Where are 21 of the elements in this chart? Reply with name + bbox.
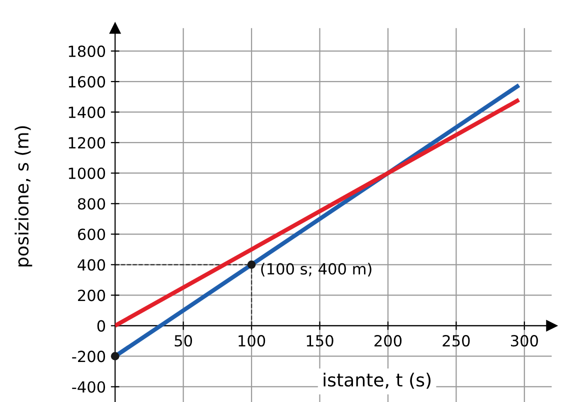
y-tick-label: 1000 xyxy=(68,168,106,180)
y-axis-title: posizione, s (m) xyxy=(14,126,32,266)
x-tick-label: 250 xyxy=(442,335,470,347)
x-tick-label: 200 xyxy=(374,335,402,347)
y-tick-label: 1200 xyxy=(68,137,106,149)
x-tick-label: 300 xyxy=(510,335,538,347)
x-tick-label: 100 xyxy=(238,335,266,347)
x-axis-title: istante, t (s) xyxy=(324,372,431,389)
annotation: (100 s; 400 m) xyxy=(261,262,372,276)
y-tick-label: 200 xyxy=(78,290,106,302)
x-tick-label: 150 xyxy=(306,335,334,347)
y-tick-label: 600 xyxy=(78,228,106,240)
x-tick-label: 50 xyxy=(174,335,192,347)
y-tick-label: 400 xyxy=(78,259,106,271)
y-tick-label: 800 xyxy=(78,198,106,210)
y-tick-label: -400 xyxy=(72,381,106,393)
y-tick-label: 1600 xyxy=(68,76,106,88)
y-tick-label: -200 xyxy=(72,350,106,362)
y-tick-label: 1400 xyxy=(68,106,106,118)
y-tick-label: 0 xyxy=(97,320,106,332)
y-tick-label: 1800 xyxy=(68,45,106,58)
